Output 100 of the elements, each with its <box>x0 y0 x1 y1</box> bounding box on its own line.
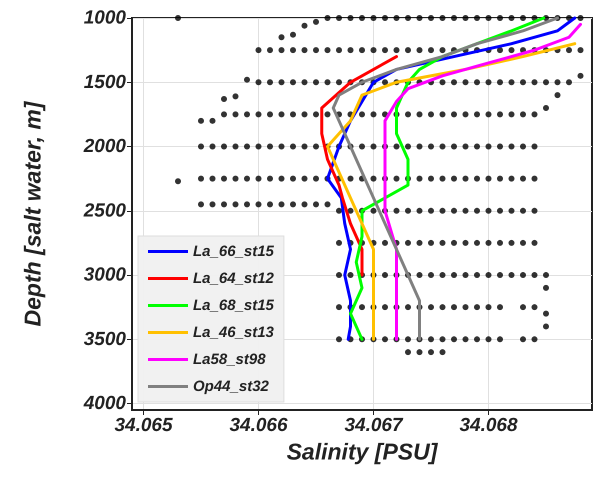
point <box>359 304 365 310</box>
point <box>302 47 308 54</box>
point <box>210 176 216 182</box>
point <box>313 18 319 25</box>
point <box>554 79 560 86</box>
point <box>440 79 446 86</box>
point <box>405 208 411 214</box>
point <box>474 272 480 278</box>
point <box>520 15 526 21</box>
point <box>416 144 422 150</box>
point <box>394 176 400 182</box>
point <box>486 304 492 310</box>
point <box>451 176 457 182</box>
point <box>336 336 342 342</box>
point <box>370 208 376 214</box>
x-tick-label: 34.065 <box>114 415 173 436</box>
point <box>267 111 273 118</box>
point <box>543 310 549 317</box>
point <box>486 272 492 278</box>
point <box>497 336 503 342</box>
point <box>348 272 354 278</box>
point <box>520 176 526 182</box>
point <box>532 144 538 150</box>
point <box>232 144 238 150</box>
point <box>486 111 492 118</box>
y-tick-label: 2500 <box>82 200 126 222</box>
point <box>278 144 284 150</box>
point <box>405 15 411 21</box>
point <box>382 47 388 54</box>
point <box>508 47 514 54</box>
point <box>324 15 330 21</box>
point <box>313 111 319 118</box>
point <box>532 240 538 246</box>
point <box>520 336 526 342</box>
point <box>405 47 411 54</box>
point <box>221 111 227 118</box>
point <box>462 176 468 182</box>
point <box>394 47 400 54</box>
point <box>324 201 330 208</box>
point <box>278 34 284 40</box>
point <box>290 144 296 150</box>
legend-label: La_64_st12 <box>193 270 275 287</box>
point <box>313 201 319 208</box>
point <box>394 144 400 150</box>
point <box>267 47 273 54</box>
point <box>440 176 446 182</box>
point <box>520 208 526 214</box>
point <box>440 349 446 356</box>
point <box>290 32 296 38</box>
point <box>382 336 388 342</box>
point <box>221 144 227 150</box>
point <box>440 111 446 118</box>
point <box>370 15 376 21</box>
point <box>440 272 446 278</box>
point <box>486 336 492 342</box>
point <box>497 304 503 310</box>
point <box>336 79 342 86</box>
point <box>428 208 434 214</box>
point <box>451 240 457 246</box>
point <box>486 144 492 150</box>
point <box>256 176 262 182</box>
point <box>451 111 457 118</box>
point <box>359 144 365 150</box>
point <box>382 79 388 86</box>
point <box>405 349 411 356</box>
point <box>256 111 262 118</box>
point <box>532 336 538 342</box>
point <box>440 15 446 21</box>
point <box>508 79 514 86</box>
point <box>462 240 468 246</box>
point <box>221 201 227 208</box>
point <box>382 304 388 310</box>
point <box>462 304 468 310</box>
point <box>474 111 480 118</box>
point <box>278 111 284 118</box>
point <box>256 201 262 208</box>
point <box>416 208 422 214</box>
point <box>497 272 503 278</box>
point <box>290 201 296 208</box>
point <box>578 15 584 21</box>
point <box>497 144 503 150</box>
point <box>232 176 238 182</box>
point <box>520 144 526 150</box>
point <box>370 47 376 54</box>
point <box>451 272 457 278</box>
x-tick-label: 34.066 <box>229 415 288 436</box>
point <box>336 240 342 246</box>
point <box>313 79 319 86</box>
y-tick-label: 3500 <box>84 328 126 350</box>
point <box>428 304 434 310</box>
x-axis-title: Salinity [PSU] <box>286 438 439 464</box>
point <box>416 111 422 118</box>
point <box>405 144 411 150</box>
line-series <box>384 22 582 341</box>
point <box>267 176 273 182</box>
point <box>520 240 526 246</box>
point <box>278 201 284 208</box>
point <box>508 15 514 21</box>
point <box>175 178 181 184</box>
y-tick-label: 1500 <box>84 72 126 93</box>
